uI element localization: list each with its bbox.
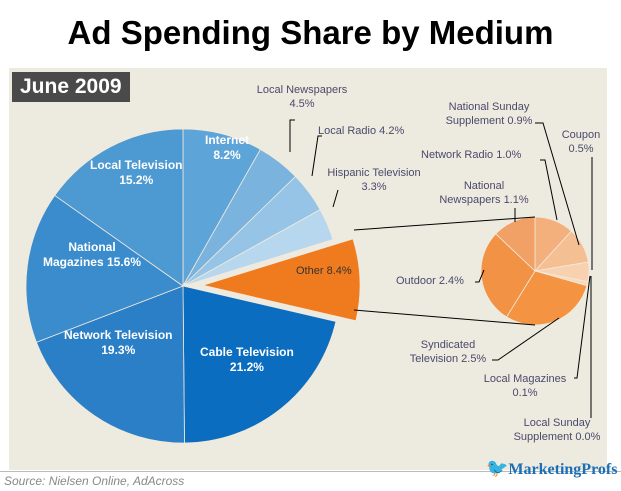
slice-cable-television — [182, 285, 337, 444]
label-cable-television: Cable Television 21.2% — [200, 345, 294, 374]
label-national-newspapers: National Newspapers 1.1% — [439, 180, 529, 206]
label-national-magazines: National Magazines 15.6% — [42, 240, 142, 269]
slice-local-television — [54, 128, 184, 287]
label-syndicated-television: Syndicated Television 2.5% — [409, 339, 487, 365]
label-hispanic-television: Hispanic Television 3.3% — [327, 167, 421, 193]
label-local-newspapers: Local Newspapers 4.5% — [256, 84, 348, 110]
label-internet: Internet 8.2% — [205, 133, 250, 162]
slice-network-television — [35, 285, 185, 444]
label-outdoor: Outdoor 2.4% — [396, 275, 464, 287]
slice-national-magazines — [25, 194, 184, 343]
label-other: Other 8.4% — [296, 265, 352, 277]
label-local-sunday-supplement: Local Sunday Supplement 0.0% — [513, 417, 601, 443]
label-network-radio: Network Radio 1.0% — [421, 149, 522, 161]
label-national-sunday-supplement: National Sunday Supplement 0.9% — [445, 101, 533, 127]
slice-other — [201, 238, 361, 322]
marketingprofs-logo: 🐦MarketingProfs — [486, 458, 618, 478]
label-local-radio: Local Radio 4.2% — [318, 125, 405, 137]
leader-lines — [289, 119, 593, 418]
label-local-magazines: Local Magazines 0.1% — [483, 373, 567, 399]
label-coupon: Coupon 0.5% — [561, 129, 601, 155]
slice-outdoor — [480, 233, 536, 318]
source-note: Source: Nielsen Online, AdAcross — [4, 474, 185, 488]
footer-divider — [0, 471, 621, 472]
date-badge: June 2009 — [12, 72, 130, 102]
chart-title: Ad Spending Share by Medium — [67, 14, 554, 51]
label-local-television: Local Television 15.2% — [90, 158, 183, 187]
slice-hispanic-television — [182, 209, 334, 287]
label-network-television: Network Television 19.3% — [64, 328, 173, 357]
bird-icon: 🐦 — [486, 458, 509, 478]
